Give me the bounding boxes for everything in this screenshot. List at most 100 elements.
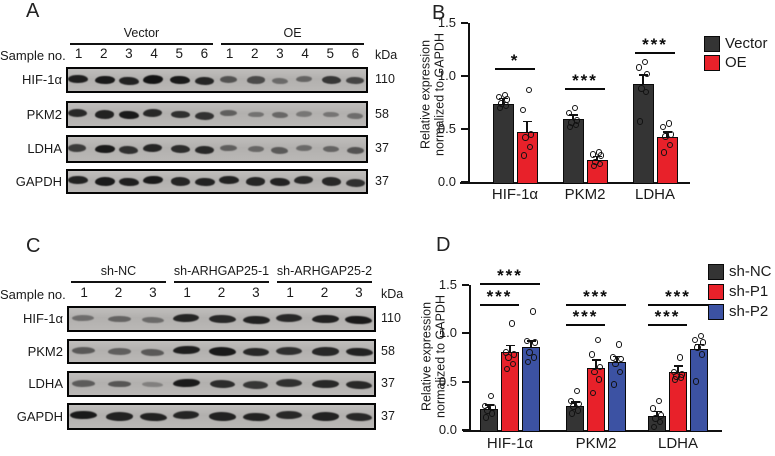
data-point [567, 397, 575, 405]
group-label-1: Vector [123, 26, 160, 40]
error-bar-cap [526, 340, 536, 342]
blot-band [276, 378, 303, 388]
sig-line [480, 303, 519, 306]
panel-a-label: A [26, 0, 40, 22]
data-point [573, 387, 581, 395]
blot-band [242, 348, 270, 357]
legend-label-sh-p2: sh-P2 [729, 303, 769, 320]
blot-band [246, 76, 265, 84]
blot-band [143, 175, 164, 185]
data-point [570, 403, 577, 410]
x-category-label: HIF-1α [486, 435, 534, 452]
blot-band [194, 111, 214, 120]
blot-band [71, 346, 95, 355]
data-point [527, 131, 535, 138]
data-point [678, 371, 686, 378]
blot-box [67, 339, 376, 364]
data-point [676, 354, 684, 361]
blot-band [220, 144, 237, 152]
lane-number: 2 [99, 46, 108, 61]
group-underline [277, 281, 372, 283]
error-bar-cap [652, 410, 662, 413]
blot-band [69, 410, 97, 421]
blot-band [72, 314, 95, 322]
panel-c-label: C [26, 235, 41, 257]
data-point [692, 378, 700, 385]
sig-stars: *** [654, 307, 681, 327]
data-point [523, 337, 531, 344]
data-point [522, 134, 529, 141]
error-bar-cap [484, 404, 494, 406]
panel-c-blot-area: sh-NC 1 2 3 sh-ARHGAP25-1 1 2 3 sh-ARHGAP25-2 1 2 3… [0, 228, 420, 456]
blot-band [170, 75, 191, 85]
sig-stars: * [510, 50, 520, 70]
kda-value: 110 [381, 311, 401, 325]
data-point [666, 141, 674, 149]
sig-line [565, 87, 605, 90]
sig-stars: *** [497, 265, 523, 285]
x-category-label: PKM2 [575, 435, 617, 452]
kda-value: 37 [381, 408, 395, 423]
legend-swatch-sh-p1 [708, 284, 724, 300]
error-bar-whisker [488, 404, 490, 409]
error-bar-cap [673, 365, 683, 367]
blot-band [71, 379, 95, 387]
data-point [635, 64, 643, 71]
error-bar-cap [570, 401, 580, 403]
panel-d-bar-chart: D Relative expression normalized to GAPD… [420, 228, 775, 456]
data-point [595, 149, 603, 156]
blot-band [295, 144, 313, 152]
blot-band [276, 346, 303, 355]
blot-box [66, 169, 368, 194]
blot-band [347, 112, 364, 119]
data-point [667, 131, 675, 138]
kda-value: 58 [375, 106, 389, 121]
error-bar-whisker [596, 156, 598, 160]
legend-label-sh-nc: sh-NC [729, 263, 772, 280]
data-point [641, 58, 649, 66]
y-axis-label: Relative expression normalized to GAPDH [418, 33, 447, 156]
group-underline [174, 281, 269, 283]
data-point [610, 381, 618, 388]
blot-band [68, 143, 87, 152]
blot-band [312, 347, 339, 356]
data-point [495, 93, 503, 101]
error-bar-cap [505, 344, 515, 347]
blot-band [94, 144, 115, 154]
bar-sh-p1-2 [587, 367, 605, 432]
data-point [525, 86, 533, 94]
blot-band [345, 413, 373, 422]
blot-band [142, 382, 164, 388]
blot-band [172, 313, 200, 323]
legend-swatch-vector [704, 36, 720, 52]
blot-band [67, 74, 88, 84]
protein-label: HIF-1α [21, 72, 62, 87]
blot-band [295, 75, 313, 83]
data-point [655, 397, 663, 405]
blot-band [247, 111, 264, 118]
data-point [659, 123, 667, 131]
data-point [638, 85, 645, 92]
blot-band [194, 145, 215, 155]
y-tick-label: 1.0 [437, 68, 456, 83]
x-category-label: HIF-1α [491, 186, 539, 203]
error-bar-whisker [656, 411, 658, 417]
lane-number: 1 [74, 46, 83, 61]
group-underline [71, 281, 166, 283]
sample-no-label: Sample no. [0, 48, 66, 63]
panel-a-blot-area: Vector 1 2 3 4 5 6 OE 1 2 3 4 5 6 Sample no. kDa HIF-1α 1… [0, 0, 400, 228]
y-tick-label: 0.5 [437, 121, 456, 136]
lane-number: 1 [183, 285, 191, 300]
data-point [520, 152, 528, 159]
bar-vector-2 [562, 119, 584, 184]
error-bar-cap [612, 355, 622, 358]
lane-number: 2 [217, 285, 226, 300]
bar-sh-p2-1 [522, 346, 540, 432]
error-bar-whisker [572, 115, 574, 120]
blot-box [67, 403, 376, 430]
blot-band [312, 379, 339, 389]
data-point [595, 376, 603, 383]
legend-swatch-oe [704, 55, 720, 71]
blot-band [143, 143, 163, 153]
y-tick-mark [461, 128, 468, 130]
